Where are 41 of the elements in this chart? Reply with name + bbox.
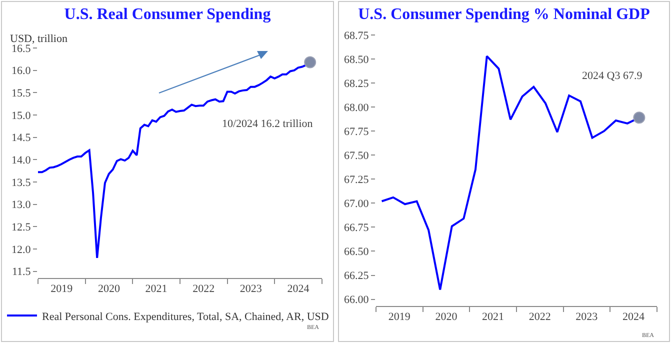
y-tick-label: 67.50 — [344, 150, 370, 162]
y-tick-label: 16.5 — [12, 42, 32, 55]
y-tick-label: 67.00 — [344, 198, 370, 210]
y-tick-label: 11.5 — [12, 266, 32, 278]
x-tick-label: 2021 — [482, 311, 504, 324]
y-tick-label: 13.0 — [12, 199, 32, 212]
x-tick-label: 2023 — [576, 311, 598, 324]
y-tick-label: 68.75 — [344, 30, 370, 42]
y-tick-label: 66.25 — [344, 270, 370, 282]
y-tick-label: 66.50 — [344, 246, 370, 258]
x-tick-label: 2019 — [388, 311, 411, 324]
y-tick-label: 15.0 — [12, 110, 32, 122]
annotation: 2024 Q3 67.9 — [582, 70, 643, 82]
y-tick-label: 68.25 — [344, 78, 370, 90]
y-tick-label: 14.0 — [12, 154, 32, 166]
y-tick-label: 67.25 — [344, 174, 370, 186]
y-tick-label: 66.75 — [344, 222, 370, 234]
annotation: 10/2024 16.2 trillion — [222, 118, 314, 130]
x-tick-label: 2020 — [98, 283, 120, 296]
x-tick-label: 2024 — [622, 311, 646, 324]
x-tick-label: 2024 — [287, 283, 310, 296]
y-tick-label: 12.0 — [12, 244, 32, 256]
x-tick-label: 2020 — [435, 311, 458, 324]
x-tick-label: 2023 — [240, 283, 262, 296]
y-tick-label: 13.5 — [12, 176, 32, 189]
x-tick-label: 2022 — [192, 283, 215, 296]
y-tick-label: 68.00 — [344, 102, 370, 114]
legend-label: Real Personal Cons. Expenditures, Total, SA, Chained, AR, USD — [42, 310, 329, 323]
y-tick-label: 68.50 — [344, 54, 370, 66]
y-tick-label: 12.5 — [12, 221, 32, 234]
x-tick-label: 2019 — [50, 283, 74, 296]
y-tick-label: 14.5 — [12, 132, 32, 144]
y-tick-label: 16.0 — [12, 65, 32, 78]
chart-title: U.S. Consumer Spending % Nominal GDP — [358, 6, 650, 24]
y-tick-label: 67.75 — [344, 126, 370, 138]
x-tick-label: 2022 — [528, 311, 551, 324]
x-tick-label: 2021 — [145, 283, 168, 296]
chart-title: U.S. Real Consumer Spending — [64, 6, 271, 24]
y-tick-label: 66.00 — [344, 294, 370, 306]
y-axis-title: USD, trillion — [10, 33, 68, 45]
y-tick-label: 15.5 — [12, 88, 32, 100]
